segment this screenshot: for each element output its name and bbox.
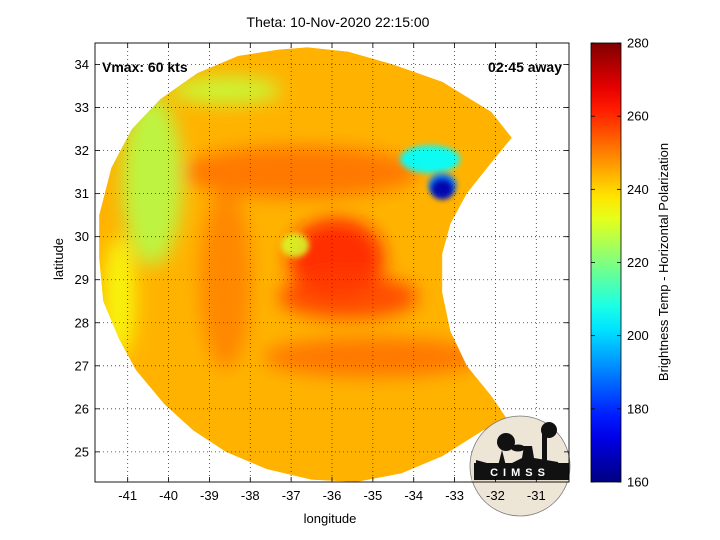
feature-eye-warm-spot [281,233,310,258]
x-tick-label: -41 [118,488,137,503]
y-tick-label: 32 [75,143,89,158]
feature-outer-band-west [199,189,252,370]
chart-title: Theta: 10-Nov-2020 22:15:00 [247,14,430,30]
x-tick-label: -35 [363,488,382,503]
colorbar: 160 180 200 220 240 260 280 Brightness Temp - … [590,36,671,490]
y-tick-label: 28 [75,315,89,330]
x-tick-label: -37 [282,488,301,503]
logo-text: CIMSS [490,467,550,479]
x-tick-label: -34 [404,488,423,503]
y-tick-label: 30 [75,229,89,244]
feature-convective-core [431,179,454,200]
x-tick-label: -33 [445,488,464,503]
colorbar-tick-label: 220 [627,255,649,270]
feature-warm-streak-north [170,76,281,105]
colorbar-tick-label: 280 [627,36,649,51]
feature-warm-northwest-sector [122,95,183,266]
colorbar-tick-label: 260 [627,109,649,124]
x-tick-label: -36 [323,488,342,503]
colorbar-tick-label: 240 [627,182,649,197]
feature-convective-cluster [400,145,461,174]
feature-eyewall-band [278,274,419,319]
colorbar-tick-label: 180 [627,401,649,416]
y-tick-label: 34 [75,57,89,72]
colorbar-tick-label: 200 [627,328,649,343]
y-tick-label: 27 [75,358,89,373]
y-tick-label: 29 [75,272,89,287]
feature-outer-band-north [179,146,420,199]
x-tick-label: -32 [486,488,505,503]
x-axis-label: longitude [304,511,357,526]
x-tick-label: -40 [159,488,178,503]
time-away-annotation: 02:45 away [488,59,562,75]
cimss-logo: CIMSS [469,415,571,517]
feature-outer-band-south [262,337,483,378]
y-axis-label: latitude [51,238,66,280]
vmax-annotation: Vmax: 60 kts [102,59,188,75]
x-tick-label: -39 [200,488,219,503]
x-tick-label: -38 [241,488,260,503]
y-tick-label: 25 [75,444,89,459]
x-tick-label: -31 [527,488,546,503]
y-tick-label: 33 [75,100,89,115]
y-tick-label: 31 [75,186,89,201]
y-tick-label: 26 [75,401,89,416]
colorbar-gradient [590,42,622,483]
brightness-swath [99,47,512,483]
colorbar-label: Brightness Temp - Horizontal Polarizatio… [656,143,671,381]
colorbar-tick-label: 160 [627,475,649,490]
